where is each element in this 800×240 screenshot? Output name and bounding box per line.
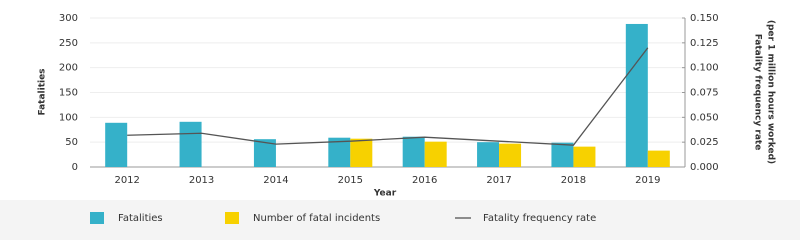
y-axis-title: Fatalities — [38, 68, 48, 115]
x-tick-label: 2013 — [189, 175, 214, 186]
x-axis-title: Year — [373, 189, 397, 199]
legend-label: Number of fatal incidents — [253, 213, 380, 224]
y2-tick-label: 0.150 — [690, 13, 719, 24]
y-tick-label: 50 — [65, 137, 78, 148]
y-tick-label: 0 — [72, 162, 78, 173]
y2-tick-label: 0.125 — [690, 38, 719, 49]
y2-axis-title: (per 1 million hours worked) — [766, 20, 776, 164]
x-tick-label: 2016 — [412, 175, 437, 186]
bar — [551, 142, 574, 167]
y2-tick-label: 0.075 — [690, 88, 719, 99]
legend-swatch — [225, 212, 239, 224]
y2-tick-label: 0.100 — [690, 63, 719, 74]
y-tick-label: 200 — [59, 63, 78, 74]
chart-background — [0, 0, 800, 200]
bar — [477, 142, 500, 167]
legend-label: Fatality frequency rate — [483, 213, 596, 224]
bar — [328, 137, 351, 167]
legend-label: Fatalities — [118, 213, 163, 224]
y-tick-label: 150 — [59, 88, 78, 99]
bar — [625, 23, 648, 168]
y2-axis-title: Fatality frequency rate — [753, 34, 763, 151]
x-tick-label: 2012 — [114, 175, 139, 186]
y2-tick-label: 0.050 — [690, 112, 719, 123]
x-tick-label: 2015 — [338, 175, 363, 186]
bar — [402, 136, 425, 167]
bar — [179, 121, 202, 167]
x-tick-label: 2017 — [486, 175, 511, 186]
bar — [573, 146, 596, 167]
bar — [647, 150, 670, 167]
y-tick-label: 300 — [59, 13, 78, 24]
bar — [253, 139, 276, 167]
y-tick-label: 100 — [59, 112, 78, 123]
y-tick-label: 250 — [59, 38, 78, 49]
y2-tick-label: 0.025 — [690, 137, 719, 148]
bar — [350, 138, 373, 167]
bar — [424, 141, 447, 167]
x-tick-label: 2019 — [635, 175, 660, 186]
bar — [499, 143, 522, 167]
legend-swatch — [90, 212, 104, 224]
x-tick-label: 2018 — [561, 175, 586, 186]
x-tick-label: 2014 — [263, 175, 288, 186]
bar — [105, 122, 128, 167]
y2-tick-label: 0.000 — [690, 162, 719, 173]
line — [127, 47, 649, 146]
